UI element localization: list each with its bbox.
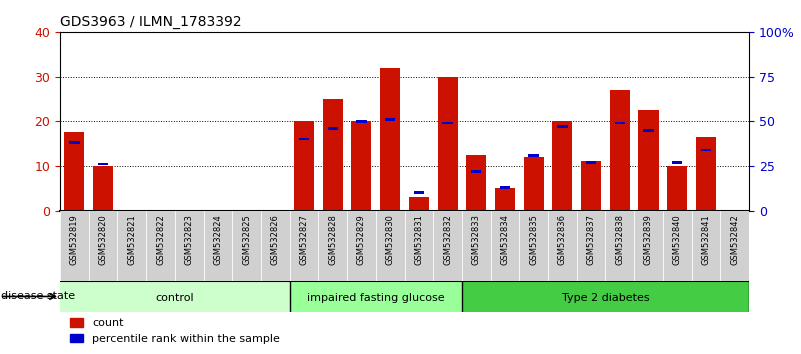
Text: GSM532822: GSM532822 (156, 214, 165, 265)
Bar (557, 125, 568, 128)
Text: GSM532835: GSM532835 (529, 214, 538, 265)
Bar (638, 110, 658, 211)
Bar (409, 197, 429, 211)
Bar (146, 211, 175, 281)
Bar (643, 129, 654, 132)
Bar (413, 192, 424, 194)
Text: GSM532833: GSM532833 (472, 214, 481, 265)
Text: GSM532820: GSM532820 (99, 214, 107, 265)
Text: GSM532834: GSM532834 (501, 214, 509, 265)
Text: Type 2 diabetes: Type 2 diabetes (562, 293, 650, 303)
Bar (634, 211, 663, 281)
Bar (118, 211, 146, 281)
Text: GSM532840: GSM532840 (673, 214, 682, 265)
Legend: count, percentile rank within the sample: count, percentile rank within the sample (66, 314, 284, 348)
Bar (203, 211, 232, 281)
Bar (529, 154, 539, 156)
Text: disease state: disease state (1, 291, 75, 302)
Bar (93, 166, 113, 211)
Bar (519, 211, 548, 281)
Text: GDS3963 / ILMN_1783392: GDS3963 / ILMN_1783392 (60, 16, 242, 29)
Text: GSM532837: GSM532837 (586, 214, 596, 265)
Bar (380, 68, 400, 211)
Bar (232, 211, 261, 281)
Bar (60, 281, 290, 312)
Bar (548, 211, 577, 281)
Text: GSM532826: GSM532826 (271, 214, 280, 265)
Bar (290, 281, 462, 312)
Bar (490, 211, 519, 281)
Text: GSM532829: GSM532829 (357, 214, 366, 265)
Bar (433, 211, 462, 281)
Bar (667, 166, 687, 211)
Text: GSM532842: GSM532842 (730, 214, 739, 265)
Bar (524, 157, 544, 211)
Bar (442, 122, 453, 124)
Text: GSM532824: GSM532824 (213, 214, 223, 265)
Text: GSM532839: GSM532839 (644, 214, 653, 265)
Bar (328, 127, 338, 130)
Bar (581, 161, 601, 211)
Bar (64, 132, 84, 211)
Text: GSM532836: GSM532836 (557, 214, 567, 265)
Text: GSM532828: GSM532828 (328, 214, 337, 265)
Bar (290, 211, 318, 281)
Bar (385, 118, 396, 121)
Bar (701, 149, 711, 151)
Text: GSM532825: GSM532825 (242, 214, 252, 265)
Bar (610, 90, 630, 211)
Bar (261, 211, 290, 281)
Bar (437, 76, 457, 211)
Bar (462, 211, 490, 281)
Bar (323, 99, 343, 211)
Bar (500, 186, 510, 189)
Bar (462, 281, 749, 312)
Text: GSM532830: GSM532830 (385, 214, 395, 265)
Text: control: control (155, 293, 194, 303)
Bar (577, 211, 606, 281)
Bar (495, 188, 515, 211)
Bar (471, 170, 481, 173)
Bar (672, 161, 682, 164)
Bar (586, 161, 596, 164)
Bar (175, 211, 203, 281)
Bar (691, 211, 720, 281)
Bar (614, 122, 625, 124)
Bar (69, 141, 79, 144)
Bar (352, 121, 372, 211)
Bar (60, 211, 89, 281)
Text: GSM532832: GSM532832 (443, 214, 452, 265)
Text: impaired fasting glucose: impaired fasting glucose (307, 293, 445, 303)
Text: GSM532821: GSM532821 (127, 214, 136, 265)
Bar (89, 211, 118, 281)
Bar (720, 211, 749, 281)
Text: GSM532823: GSM532823 (185, 214, 194, 265)
Bar (356, 120, 367, 122)
Text: GSM532838: GSM532838 (615, 214, 624, 265)
Text: GSM532819: GSM532819 (70, 214, 79, 265)
Bar (606, 211, 634, 281)
Bar (696, 137, 716, 211)
Bar (466, 155, 486, 211)
Bar (318, 211, 347, 281)
Bar (376, 211, 405, 281)
Bar (553, 121, 573, 211)
Bar (299, 138, 309, 141)
Text: GSM532827: GSM532827 (300, 214, 308, 265)
Bar (294, 121, 314, 211)
Bar (347, 211, 376, 281)
Text: GSM532841: GSM532841 (702, 214, 710, 265)
Text: GSM532831: GSM532831 (414, 214, 424, 265)
Bar (98, 163, 108, 165)
Bar (663, 211, 691, 281)
Bar (405, 211, 433, 281)
